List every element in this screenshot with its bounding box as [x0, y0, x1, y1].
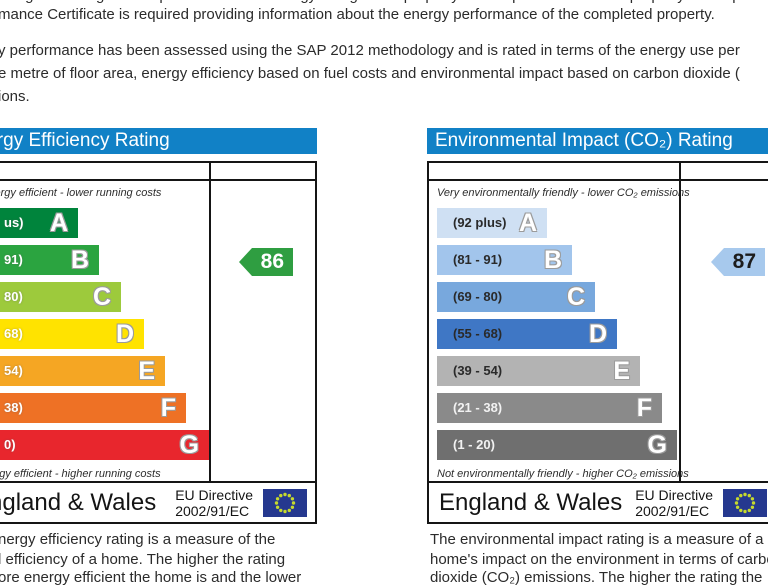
- band-range-label: 0): [4, 437, 16, 452]
- eu-flag-icon: [723, 488, 767, 517]
- current-rating-arrow: 87: [710, 248, 765, 276]
- band-range-label: 91): [4, 252, 23, 267]
- band-range-label: (1 - 20): [453, 437, 495, 452]
- band-range-label: (21 - 38): [453, 400, 503, 415]
- caption-bottom: Not environmentally friendly - higher CO…: [437, 468, 689, 480]
- band-range-label: 68): [4, 326, 23, 341]
- chart-box: Very environmentally friendly - lower CO…: [427, 161, 768, 483]
- band-letter: C: [566, 283, 585, 311]
- clipped-text-line: rating which might not represent the fin…: [0, 0, 768, 4]
- band-range-label: (39 - 54): [453, 363, 503, 378]
- paragraph-line: e metre of floor area, energy efficiency…: [0, 65, 740, 82]
- caption-bottom: Not energy efficient - higher running co…: [0, 468, 161, 480]
- band-letter: G: [179, 431, 199, 459]
- band-letter: E: [138, 357, 155, 385]
- band-letter: D: [588, 320, 607, 348]
- chart-box: Very energy efficient - lower running co…: [0, 161, 317, 483]
- band-letter: F: [636, 394, 652, 422]
- band-row-a: us) A: [0, 208, 78, 238]
- chart-footer: England & Wales EU Directive 2002/91/EC: [427, 483, 768, 524]
- band-letter: A: [49, 209, 68, 237]
- eu-directive-line1: EU Directive: [175, 486, 253, 503]
- band-letter: G: [647, 431, 667, 459]
- chart-header-row: [429, 163, 768, 181]
- band-letter: C: [92, 283, 111, 311]
- description-line: home's impact on the environment in term…: [430, 551, 768, 568]
- rating-value: 86: [260, 250, 284, 273]
- arrow-point: [238, 248, 252, 276]
- band-letter: F: [160, 394, 176, 422]
- eu-flag-icon: [263, 488, 307, 517]
- band-row-b: 91) B: [0, 245, 99, 275]
- band-row-e: (39 - 54) E: [437, 356, 640, 386]
- eu-directive-label: EU Directive 2002/91/EC: [635, 487, 713, 519]
- current-rating-arrow: 86: [238, 248, 293, 276]
- paragraph-line: mance Certificate is required providing …: [0, 6, 715, 23]
- clipped-description-line: dioxide (CO₂) emissions. The higher the …: [430, 569, 763, 586]
- band-range-label: (55 - 68): [453, 326, 503, 341]
- description-line: nergy efficiency rating is a measure of …: [0, 531, 276, 548]
- clipped-description-line: ore energy efficient the home is and the…: [0, 569, 302, 586]
- band-row-f: (21 - 38) F: [437, 393, 662, 423]
- band-range-label: (69 - 80): [453, 289, 503, 304]
- band-range-label: 38): [4, 400, 23, 415]
- region-label: England & Wales: [0, 488, 157, 516]
- band-row-d: (55 - 68) D: [437, 319, 617, 349]
- band-range-label: 80): [4, 289, 23, 304]
- band-range-label: (92 plus): [453, 215, 507, 230]
- band-letter: E: [613, 357, 630, 385]
- chart-title-bar: Environmental Impact (CO₂) Rating: [427, 128, 768, 154]
- eu-directive-line1: EU Directive: [635, 486, 713, 503]
- band-letter: B: [543, 246, 562, 274]
- band-row-d: 68) D: [0, 319, 144, 349]
- paragraph-line: ions.: [0, 88, 30, 105]
- arrow-point: [710, 248, 724, 276]
- rating-value: 87: [732, 250, 756, 273]
- band-range-label: us): [4, 215, 24, 230]
- band-range-label: 54): [4, 363, 23, 378]
- band-range-label: (81 - 91): [453, 252, 503, 267]
- eu-directive-line2: 2002/91/EC: [175, 502, 250, 519]
- caption-top: Very environmentally friendly - lower CO…: [437, 187, 690, 199]
- energy-efficiency-chart: Energy Efficiency Rating Very energy eff…: [0, 128, 317, 524]
- band-row-b: (81 - 91) B: [437, 245, 572, 275]
- chart-footer: England & Wales EU Directive 2002/91/EC: [0, 483, 317, 524]
- description-line: l efficiency of a home. The higher the r…: [0, 551, 286, 568]
- band-row-e: 54) E: [0, 356, 165, 386]
- band-row-g: (1 - 20) G: [437, 430, 677, 460]
- band-row-g: 0) G: [0, 430, 209, 460]
- description-line: The environmental impact rating is a mea…: [430, 531, 764, 548]
- region-label: England & Wales: [439, 488, 623, 516]
- band-row-f: 38) F: [0, 393, 186, 423]
- eu-directive-label: EU Directive 2002/91/EC: [175, 487, 253, 519]
- chart-column-divider: [679, 163, 681, 481]
- eu-directive-line2: 2002/91/EC: [635, 502, 710, 519]
- chart-header-row: [0, 163, 315, 181]
- rating-bands: us) A 91) B 80) C 68) D 54) E 38) F: [0, 208, 315, 460]
- chart-column-divider: [209, 163, 211, 481]
- band-row-a: (92 plus) A: [437, 208, 547, 238]
- band-letter: B: [70, 246, 89, 274]
- rating-bands: (92 plus) A (81 - 91) B (69 - 80) C (55 …: [429, 208, 768, 460]
- band-row-c: (69 - 80) C: [437, 282, 595, 312]
- caption-top: Very energy efficient - lower running co…: [0, 187, 162, 199]
- paragraph-line: y performance has been assessed using th…: [0, 42, 740, 59]
- band-row-c: 80) C: [0, 282, 121, 312]
- band-letter: A: [518, 209, 537, 237]
- environmental-impact-chart: Environmental Impact (CO₂) Rating Very e…: [427, 128, 768, 524]
- chart-title-bar: Energy Efficiency Rating: [0, 128, 317, 154]
- band-letter: D: [115, 320, 134, 348]
